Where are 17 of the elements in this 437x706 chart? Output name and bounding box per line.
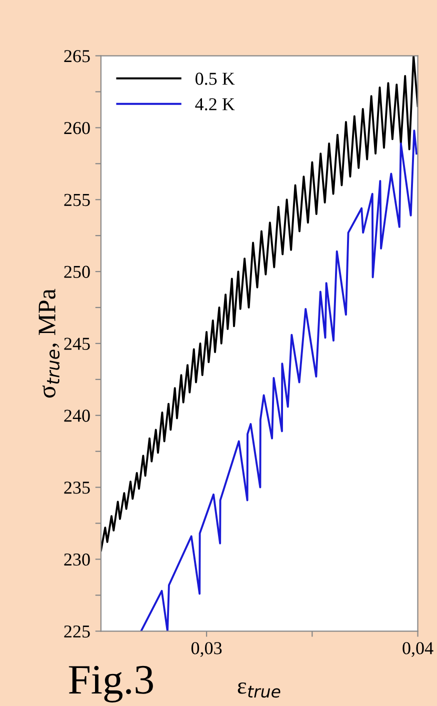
legend-label: 0.5 K xyxy=(196,72,235,85)
x-tick-label: 0,04 xyxy=(402,642,434,657)
y-tick-label: 235 xyxy=(64,482,90,494)
legend-label: 4.2 K xyxy=(195,98,235,110)
x-axis-title: ε$_{true}$ xyxy=(238,682,280,698)
line-series xyxy=(140,130,418,632)
y-tick-label: 260 xyxy=(64,122,90,134)
y-tick-label: 245 xyxy=(64,338,90,350)
x-tick-label: 0,03 xyxy=(191,642,222,657)
y-tick-label: 265 xyxy=(64,50,90,62)
y-tick-label: 240 xyxy=(64,410,90,422)
y-axis-title: σ$_{true}$, MPa xyxy=(38,288,60,398)
y-tick-label: 250 xyxy=(64,266,90,278)
y-tick-label: 255 xyxy=(64,194,90,206)
y-tick-label: 230 xyxy=(64,554,90,566)
y-tick-label: 225 xyxy=(64,625,90,638)
caption: Fig.3 xyxy=(68,666,153,702)
